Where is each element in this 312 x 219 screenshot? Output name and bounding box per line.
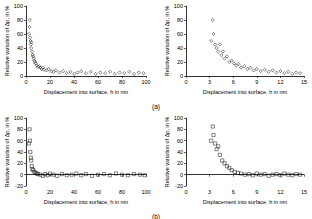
svg-text:Relative variation of Δp, in %: Relative variation of Δp, in % [4,117,10,187]
svg-text:Displacement into surface, h i: Displacement into surface, h in nm [44,89,129,95]
svg-text:(b): (b) [152,213,160,219]
svg-text:15: 15 [301,189,307,195]
svg-text:60: 60 [17,31,23,37]
svg-text:-20: -20 [15,183,23,189]
svg-text:0: 0 [24,189,27,195]
svg-text:60: 60 [95,79,101,85]
svg-text:100: 100 [14,115,23,121]
svg-text:20: 20 [47,79,53,85]
svg-text:100: 100 [141,189,150,195]
svg-text:0: 0 [184,189,187,195]
svg-text:80: 80 [177,126,183,132]
svg-text:100: 100 [174,115,183,121]
svg-text:80: 80 [119,79,125,85]
svg-text:0: 0 [180,172,183,178]
svg-text:Relative variation of Δp, in %: Relative variation of Δp, in % [164,117,170,187]
svg-text:40: 40 [17,149,23,155]
svg-text:12: 12 [277,189,283,195]
svg-text:40: 40 [177,45,183,51]
svg-text:3: 3 [208,79,211,85]
svg-text:0: 0 [20,73,23,79]
svg-text:40: 40 [17,45,23,51]
svg-text:0: 0 [180,73,183,79]
svg-text:6: 6 [232,79,235,85]
svg-text:9: 9 [255,189,258,195]
svg-text:12: 12 [277,79,283,85]
svg-text:40: 40 [177,149,183,155]
svg-text:6: 6 [232,189,235,195]
svg-text:60: 60 [177,31,183,37]
svg-text:20: 20 [17,59,23,65]
svg-text:60: 60 [177,138,183,144]
svg-text:100: 100 [14,3,23,9]
svg-text:80: 80 [17,17,23,23]
svg-text:Relative variation of Δp, in %: Relative variation of Δp, in % [164,6,170,76]
svg-text:Displacement into surface, h i: Displacement into surface, h in nm [44,199,129,205]
svg-text:60: 60 [95,189,101,195]
svg-text:60: 60 [17,138,23,144]
svg-text:3: 3 [208,189,211,195]
svg-text:40: 40 [71,79,77,85]
svg-text:9: 9 [255,79,258,85]
svg-text:20: 20 [177,160,183,166]
svg-text:Displacement into surface, h i: Displacement into surface, h in nm [203,199,288,205]
svg-text:15: 15 [301,79,307,85]
svg-text:100: 100 [141,79,150,85]
svg-text:100: 100 [174,3,183,9]
svg-text:Displacement into surface, h i: Displacement into surface, h in nm [203,89,288,95]
svg-text:80: 80 [119,189,125,195]
svg-text:Relative variation of Δp, in %: Relative variation of Δp, in % [4,6,10,76]
svg-text:20: 20 [47,189,53,195]
svg-text:0: 0 [20,172,23,178]
svg-text:80: 80 [17,126,23,132]
svg-text:(a): (a) [152,103,160,111]
svg-text:-20: -20 [175,183,183,189]
svg-text:20: 20 [177,59,183,65]
svg-text:20: 20 [17,160,23,166]
svg-text:80: 80 [177,17,183,23]
svg-text:0: 0 [24,79,27,85]
svg-text:0: 0 [184,79,187,85]
svg-text:40: 40 [71,189,77,195]
